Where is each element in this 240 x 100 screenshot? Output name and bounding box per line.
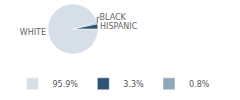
svg-text:95.9%: 95.9% xyxy=(52,80,78,89)
svg-text:0.8%: 0.8% xyxy=(189,80,210,89)
svg-text:3.3%: 3.3% xyxy=(123,80,144,89)
svg-text:BLACK: BLACK xyxy=(99,13,126,22)
svg-text:HISPANIC: HISPANIC xyxy=(100,22,138,31)
svg-text:WHITE: WHITE xyxy=(20,28,46,37)
